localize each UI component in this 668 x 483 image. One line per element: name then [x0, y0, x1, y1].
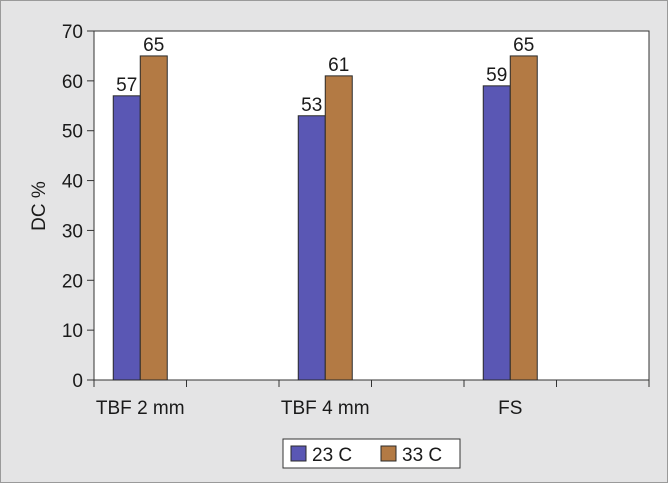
y-axis: 0 10 20 30 40 50 60 70 — [62, 22, 94, 392]
data-label: 61 — [328, 55, 349, 76]
bar — [139, 55, 168, 381]
x-axis: TBF 2 mm TBF 4 mm FS — [93, 380, 650, 419]
y-tick-label: 70 — [62, 22, 83, 43]
y-tick-label: 20 — [62, 271, 83, 292]
y-tick-label: 60 — [62, 72, 83, 93]
x-tick-label: TBF 2 mm — [96, 398, 185, 419]
y-tick-label: 50 — [62, 122, 83, 143]
y-tick-label: 0 — [72, 371, 83, 392]
bar — [297, 115, 326, 381]
y-tick-label: 10 — [62, 321, 83, 342]
data-label: 65 — [513, 35, 534, 56]
data-label: 53 — [301, 95, 322, 116]
y-tick-label: 40 — [62, 172, 83, 193]
bar — [509, 55, 538, 381]
legend-label: 23 C — [312, 445, 352, 466]
data-label: 65 — [143, 35, 164, 56]
y-axis-label: DC % — [29, 181, 50, 231]
x-tick-label: FS — [498, 398, 522, 419]
legend-swatch — [290, 445, 307, 462]
legend: 23 C 33 C — [282, 438, 461, 469]
legend-swatch — [380, 445, 397, 462]
bar — [112, 95, 141, 381]
bar — [324, 75, 353, 381]
y-tick-label: 30 — [62, 221, 83, 242]
data-labels: 57 53 59 65 61 65 — [116, 35, 534, 116]
bars — [112, 55, 538, 381]
legend-label: 33 C — [402, 445, 442, 466]
bar — [482, 85, 511, 381]
legend-box — [282, 438, 461, 469]
data-label: 57 — [116, 75, 137, 96]
plot-area — [93, 30, 650, 381]
x-tick-label: TBF 4 mm — [281, 398, 370, 419]
data-label: 59 — [486, 65, 507, 86]
